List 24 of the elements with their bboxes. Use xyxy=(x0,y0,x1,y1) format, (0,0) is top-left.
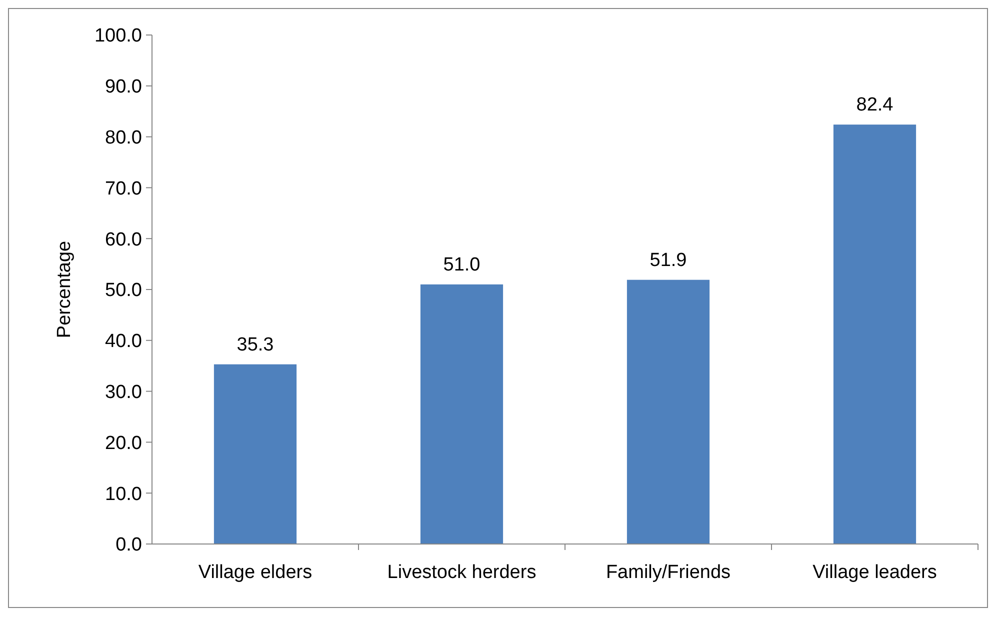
y-tick-label: 60.0 xyxy=(105,229,142,250)
y-tick-label: 80.0 xyxy=(105,127,142,148)
y-tick-label: 90.0 xyxy=(105,76,142,98)
data-label: 51.9 xyxy=(650,250,687,271)
data-label: 82.4 xyxy=(856,94,894,116)
y-tick-label: 100.0 xyxy=(94,26,142,47)
x-tick-label: Village elders xyxy=(198,562,312,583)
bar xyxy=(833,124,916,544)
x-tick-label: Livestock herders xyxy=(387,562,536,583)
y-tick-label: 10.0 xyxy=(105,484,142,505)
y-tick-label: 0.0 xyxy=(116,534,142,556)
y-tick-label: 50.0 xyxy=(105,280,142,302)
data-label: 35.3 xyxy=(236,334,274,356)
x-tick-label: Family/Friends xyxy=(606,562,731,583)
y-tick-label: 70.0 xyxy=(105,178,142,200)
bar xyxy=(420,284,504,544)
y-tick-label: 40.0 xyxy=(105,331,142,352)
y-axis-title: Percentage xyxy=(54,240,75,338)
y-tick-label: 20.0 xyxy=(105,432,142,454)
x-tick-label: Village leaders xyxy=(812,562,937,583)
y-tick-label: 30.0 xyxy=(105,382,142,403)
bar xyxy=(626,280,710,544)
data-label: 51.0 xyxy=(443,254,480,276)
bar xyxy=(214,364,297,544)
